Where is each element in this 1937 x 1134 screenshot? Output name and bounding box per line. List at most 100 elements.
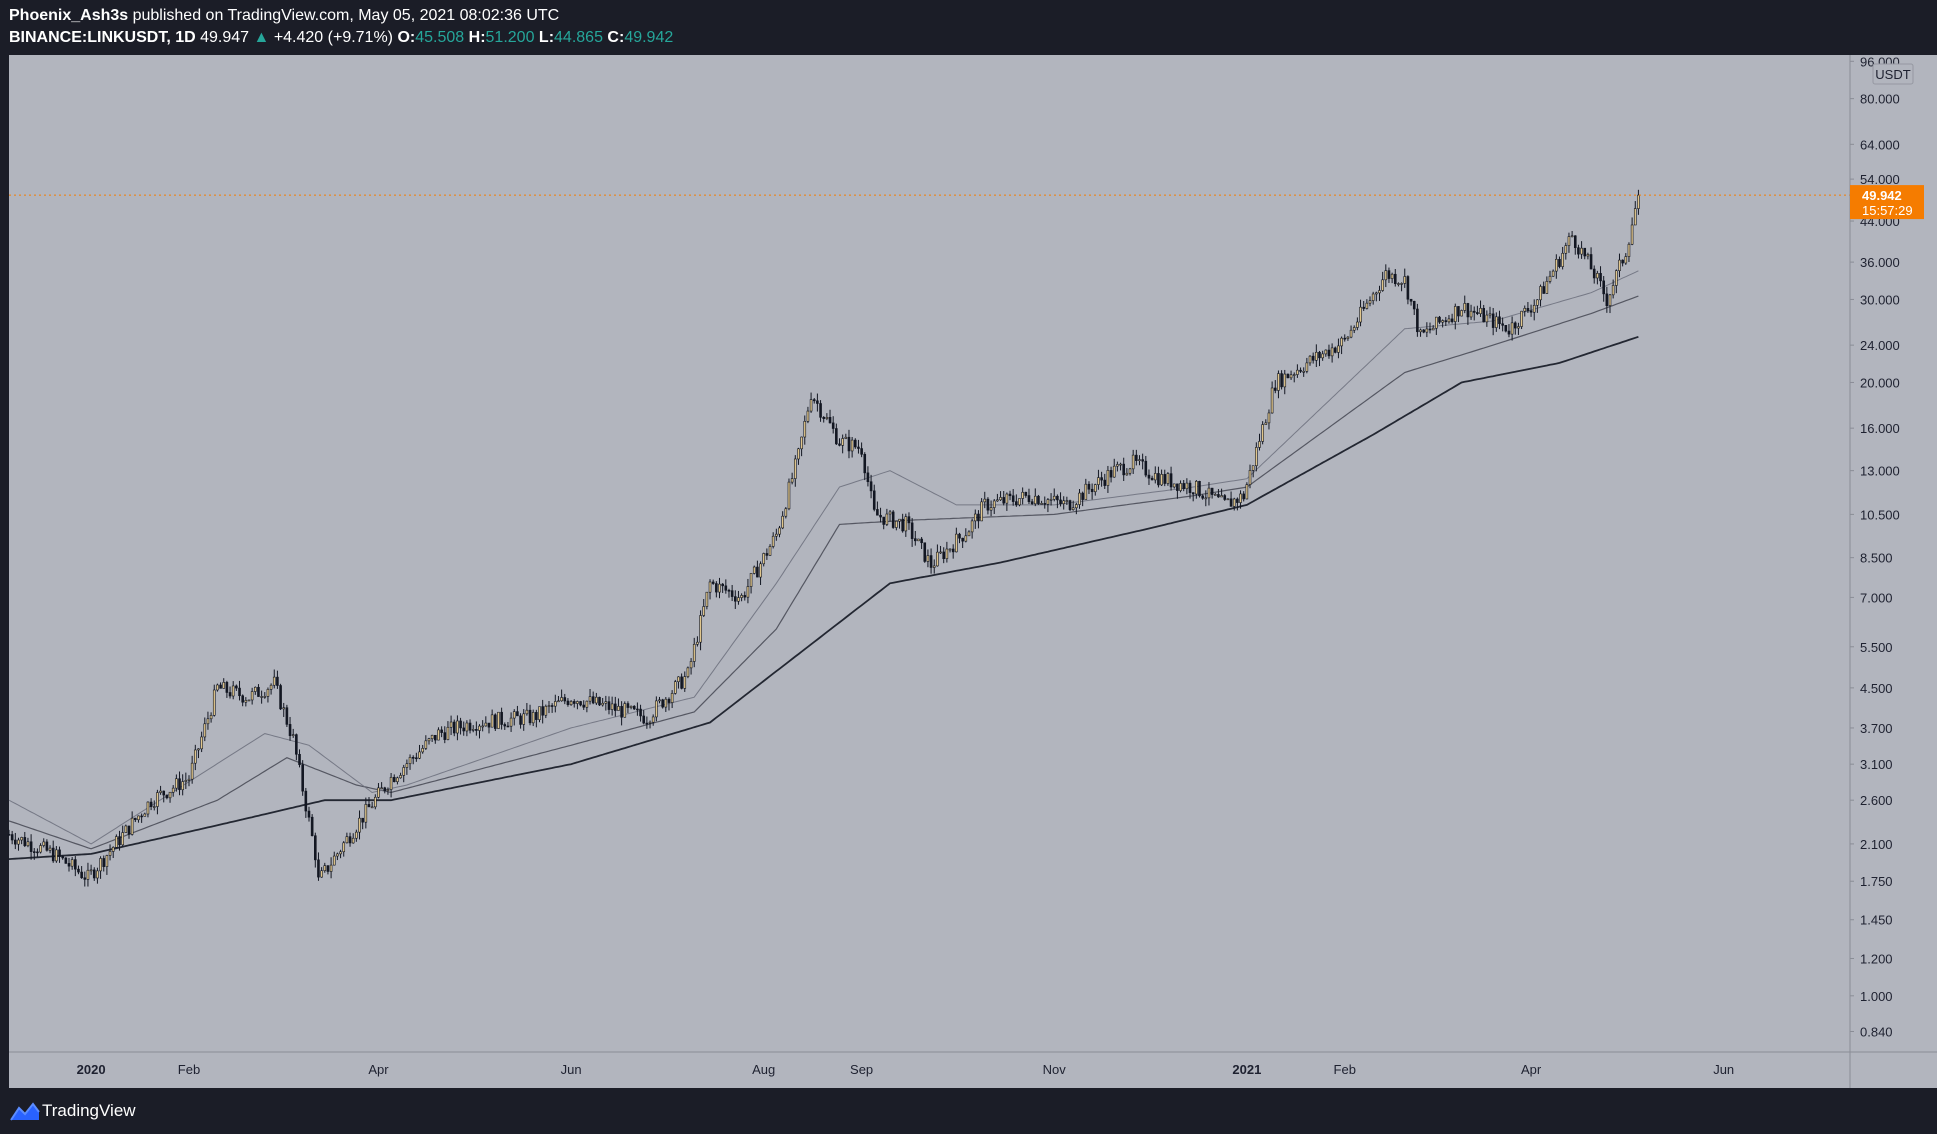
candle-body	[879, 514, 882, 518]
candle-body	[1195, 480, 1198, 495]
candle-body	[1015, 501, 1018, 506]
candle-body	[677, 676, 680, 682]
candle-body	[282, 707, 286, 710]
candle-body	[942, 551, 946, 560]
candle-body	[538, 706, 541, 720]
plot-area[interactable]	[7, 189, 1850, 887]
candle-body	[528, 709, 532, 724]
y-tick-label: 1.200	[1860, 951, 1893, 966]
candle-body	[374, 796, 377, 808]
candle-body	[254, 686, 257, 692]
candle-body	[1324, 349, 1328, 355]
last-price-tag-value: 49.942	[1862, 188, 1902, 203]
candle-body	[1033, 495, 1037, 505]
y-tick-label: 3.700	[1860, 721, 1893, 736]
candle-body	[326, 865, 330, 872]
change-arrow-icon: ▲	[253, 29, 270, 46]
candle-body	[1273, 387, 1277, 391]
candle-body	[781, 515, 784, 529]
candle-body	[1078, 492, 1081, 505]
candle-body	[1087, 483, 1091, 490]
candle-body	[7, 834, 11, 836]
candle-body	[1236, 498, 1239, 503]
candle-body	[1441, 320, 1444, 323]
candle-body	[1318, 351, 1321, 359]
candle-body	[746, 586, 750, 598]
candle-body	[1577, 247, 1580, 255]
candle-body	[1558, 258, 1561, 267]
candle-body	[1122, 463, 1126, 476]
candle-body	[560, 697, 563, 702]
candle-body	[680, 676, 683, 689]
candle-body	[408, 757, 412, 765]
candle-body	[721, 583, 724, 587]
candle-body	[1450, 318, 1454, 322]
time-axis[interactable]: 2020 Feb Apr Jun Aug Sep Nov 2021 Feb Apr Jun	[77, 1062, 1735, 1077]
candle-body	[99, 858, 102, 872]
candle-body	[127, 825, 131, 835]
candle-body	[516, 711, 519, 717]
candle-body	[1068, 500, 1072, 510]
candle-body	[598, 696, 601, 706]
price-chart[interactable]: 0.840 1.000 1.200 1.450 1.750 2.100 2.600 3.100…	[0, 0, 1937, 1088]
candle-body	[1052, 495, 1056, 500]
candle-body	[847, 436, 851, 452]
candle-body	[276, 676, 279, 686]
candle-body	[1469, 310, 1473, 318]
candle-body	[55, 849, 58, 862]
candle-body	[730, 590, 734, 597]
moving-average-line	[8, 295, 1639, 850]
candle-body	[1251, 465, 1255, 471]
author-name[interactable]: Phoenix_Ash3s	[9, 7, 129, 24]
candle-body	[977, 513, 980, 522]
candle-body	[806, 410, 810, 422]
candle-body	[740, 595, 743, 598]
tradingview-brand[interactable]: TradingView	[42, 1101, 136, 1120]
candle-body	[661, 699, 664, 708]
candle-body	[708, 581, 712, 593]
candle-body	[42, 841, 46, 846]
candle-body	[1425, 328, 1429, 333]
candle-body	[973, 513, 977, 522]
candle-body	[503, 724, 507, 727]
candle-body	[1621, 259, 1624, 264]
candle-body	[885, 513, 889, 525]
candle-body	[768, 546, 772, 556]
close-value: 49.942	[624, 29, 674, 46]
candle-body	[209, 715, 213, 720]
candle-body	[1523, 308, 1527, 312]
candle-body	[733, 596, 737, 602]
candle-body	[588, 696, 592, 702]
candle-body	[566, 700, 570, 705]
candle-body	[1226, 498, 1230, 501]
candle-body	[771, 535, 775, 547]
candle-body	[645, 722, 649, 725]
candle-body	[610, 703, 614, 710]
x-tick-label: Sep	[850, 1062, 873, 1077]
candle-body	[1340, 337, 1343, 347]
candle-body	[917, 538, 920, 542]
currency-unit-badge[interactable]: USDT	[1872, 63, 1914, 85]
candle-body	[1062, 500, 1066, 505]
candle-body	[152, 806, 156, 808]
candle-body	[1532, 304, 1536, 313]
candle-body	[383, 787, 387, 791]
x-tick-label: Jun	[1713, 1062, 1734, 1077]
candle-body	[1169, 473, 1173, 488]
candle-body	[171, 787, 175, 793]
candle-body	[342, 842, 346, 853]
candle-body	[348, 836, 352, 844]
candle-body	[1011, 495, 1015, 502]
price-change: +4.420 (+9.71%)	[273, 29, 394, 46]
tradingview-logo-icon[interactable]	[9, 1100, 41, 1122]
candle-body	[986, 498, 990, 511]
candle-body	[970, 520, 974, 533]
candle-body	[175, 778, 178, 789]
candle-body	[10, 834, 14, 841]
symbol-name[interactable]: BINANCE:LINKUSDT, 1D	[9, 29, 196, 46]
candle-body	[74, 859, 77, 870]
candle-body	[715, 583, 718, 593]
candle-body	[1166, 473, 1170, 484]
candle-body	[1435, 316, 1438, 329]
